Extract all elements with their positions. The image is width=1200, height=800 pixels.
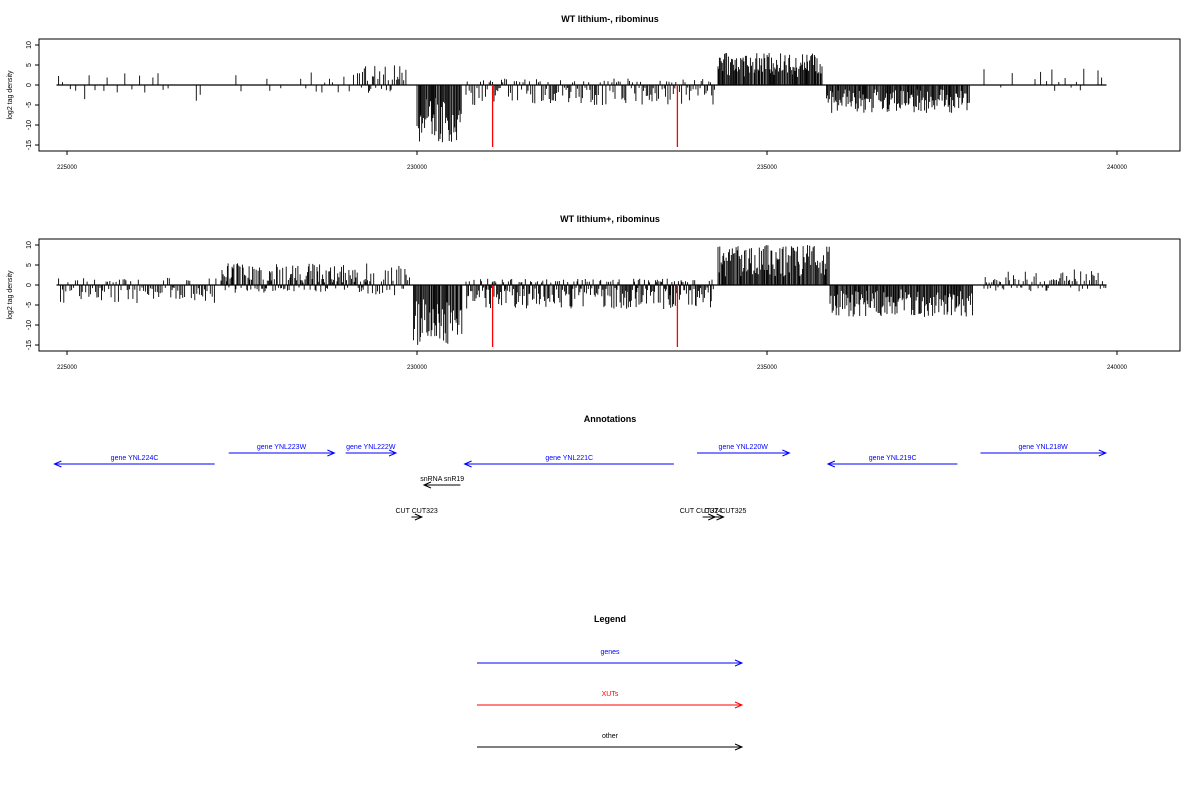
legend-label: XUTs bbox=[602, 691, 619, 698]
y-tick-label: -10 bbox=[26, 320, 33, 330]
arrow-head-icon bbox=[734, 701, 744, 709]
annotation-feature: gene YNL219C bbox=[826, 455, 958, 468]
feature-label: gene YNL224C bbox=[111, 455, 159, 462]
y-tick-label: -15 bbox=[26, 340, 33, 350]
arrow-head-icon bbox=[716, 513, 725, 521]
xut-markers bbox=[491, 85, 679, 147]
arrow-head-icon bbox=[327, 449, 336, 457]
annotation-feature: gene YNL218W bbox=[980, 444, 1108, 457]
y-axis-label: log2 tag density bbox=[7, 270, 14, 320]
legend-item: genes bbox=[477, 649, 744, 667]
feature-label: CUT CUT323 bbox=[396, 508, 438, 515]
legend-title: Legend bbox=[594, 614, 626, 624]
annotation-feature: gene YNL224C bbox=[53, 455, 215, 468]
arrow-head-icon bbox=[826, 460, 836, 468]
x-tick-label: 235000 bbox=[757, 165, 778, 171]
arrow-head-icon bbox=[1098, 449, 1108, 457]
feature-label: gene YNL223W bbox=[257, 444, 307, 451]
y-tick-label: -5 bbox=[26, 302, 33, 308]
signal-bars bbox=[56, 53, 1107, 143]
feature-label: gene YNL218W bbox=[1019, 444, 1069, 451]
feature-label: gene YNL221C bbox=[545, 455, 593, 462]
panel-title: WT lithium-, ribominus bbox=[561, 14, 659, 24]
y-tick-label: 0 bbox=[26, 283, 33, 287]
y-tick-label: -10 bbox=[26, 120, 33, 130]
x-tick-label: 230000 bbox=[407, 365, 428, 371]
x-tick-label: 235000 bbox=[757, 365, 778, 371]
arrow-head-icon bbox=[53, 460, 62, 468]
annotation-feature: CUT CUT325 bbox=[704, 508, 747, 521]
annotation-feature: gene YNL220W bbox=[697, 444, 791, 457]
arrow-head-icon bbox=[422, 481, 432, 489]
legend: Legend genes XUTs other bbox=[477, 614, 744, 751]
x-axis: 225000 230000 235000 240000 bbox=[57, 351, 1128, 371]
track-panel-lithium-minus: WT lithium-, ribominus log2 tag density … bbox=[7, 14, 1181, 171]
annotation-feature: gene YNL223W bbox=[228, 444, 336, 457]
xut-markers bbox=[491, 285, 679, 347]
annotations-title: Annotations bbox=[584, 414, 637, 424]
x-tick-label: 225000 bbox=[57, 165, 78, 171]
legend-label: genes bbox=[600, 649, 620, 656]
annotation-feature: gene YNL221C bbox=[463, 455, 674, 468]
x-tick-label: 240000 bbox=[1107, 365, 1128, 371]
plot-frame bbox=[38, 38, 1181, 152]
y-axis-label: log2 tag density bbox=[7, 70, 14, 120]
feature-label: CUT CUT324 bbox=[680, 508, 722, 515]
feature-label: CUT CUT325 bbox=[704, 508, 746, 515]
y-tick-label: 10 bbox=[26, 41, 33, 49]
panel-title: WT lithium+, ribominus bbox=[560, 214, 660, 224]
y-axis: 10 5 0 -5 -10 -15 bbox=[26, 41, 39, 150]
annotation-feature: CUT CUT323 bbox=[396, 508, 438, 521]
feature-label: gene YNL220W bbox=[719, 444, 769, 451]
arrow-head-icon bbox=[388, 449, 398, 457]
feature-list: gene YNL224C gene YNL223W gene YNL222W gene… bbox=[53, 444, 1108, 521]
y-tick-label: 5 bbox=[26, 63, 33, 67]
legend-item: XUTs bbox=[477, 691, 744, 709]
arrow-head-icon bbox=[734, 743, 744, 751]
annotation-feature: snRNA snR19 bbox=[420, 476, 464, 489]
x-tick-label: 240000 bbox=[1107, 165, 1128, 171]
arrow-head-icon bbox=[734, 659, 744, 667]
legend-label: other bbox=[602, 733, 619, 740]
signal-bars bbox=[56, 245, 1107, 345]
legend-item: other bbox=[477, 733, 744, 751]
y-tick-label: 5 bbox=[26, 263, 33, 267]
y-axis: 10 5 0 -5 -10 -15 bbox=[26, 241, 39, 350]
arrow-head-icon bbox=[414, 513, 424, 521]
y-tick-label: 10 bbox=[26, 241, 33, 249]
x-tick-label: 230000 bbox=[407, 165, 428, 171]
feature-label: gene YNL222W bbox=[346, 444, 396, 451]
arrow-head-icon bbox=[782, 449, 791, 457]
y-tick-label: 0 bbox=[26, 83, 33, 87]
track-panel-lithium-plus: WT lithium+, ribominus log2 tag density … bbox=[7, 214, 1181, 371]
y-tick-label: -5 bbox=[26, 102, 33, 108]
plot-frame bbox=[38, 238, 1181, 352]
feature-label: gene YNL219C bbox=[869, 455, 917, 462]
y-tick-label: -15 bbox=[26, 140, 33, 150]
feature-label: snRNA snR19 bbox=[420, 476, 464, 483]
x-tick-label: 225000 bbox=[57, 365, 78, 371]
annotation-feature: gene YNL222W bbox=[345, 444, 398, 457]
arrow-head-icon bbox=[463, 460, 472, 468]
legend-items: genes XUTs other bbox=[477, 649, 744, 751]
x-axis: 225000 230000 235000 240000 bbox=[57, 151, 1128, 171]
